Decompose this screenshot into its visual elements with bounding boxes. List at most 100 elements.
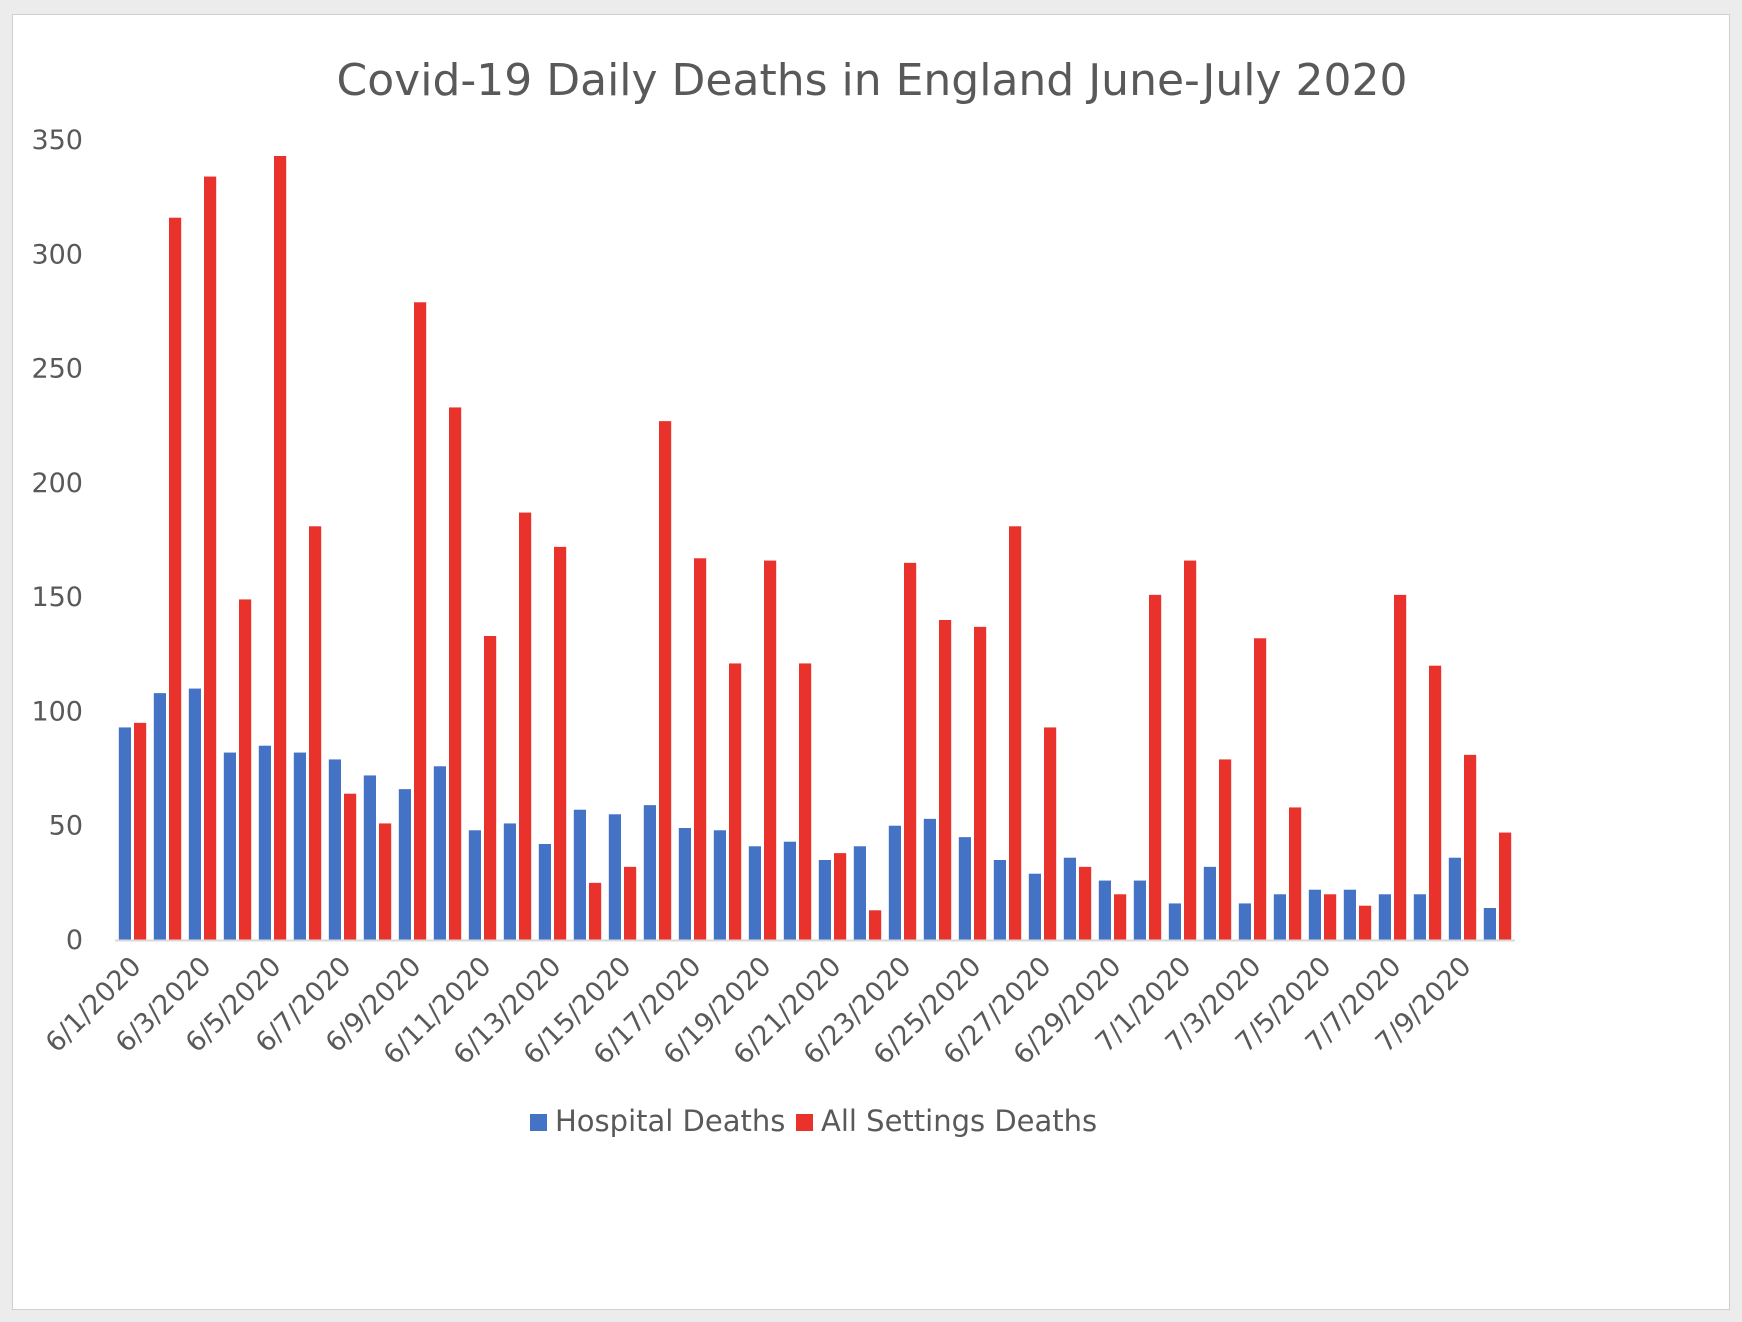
- hospital-deaths-bar: [748, 846, 761, 940]
- y-tick-label: 300: [31, 239, 83, 270]
- category-group: [433, 407, 462, 940]
- category-group: [118, 722, 147, 940]
- legend-label-hospital: Hospital Deaths: [555, 1104, 785, 1138]
- category-group: [678, 558, 707, 940]
- category-group: [1028, 727, 1057, 940]
- x-axis-ticks: 6/1/20206/3/20206/5/20206/7/20206/9/2020…: [40, 951, 1478, 1071]
- all-settings-deaths-bar: [1114, 894, 1127, 940]
- category-group: [293, 526, 322, 940]
- all-settings-deaths-bar: [1394, 594, 1407, 940]
- hospital-deaths-bar: [678, 828, 691, 940]
- category-group: [853, 846, 882, 940]
- hospital-deaths-bar: [993, 860, 1006, 940]
- hospital-deaths-bar: [363, 775, 376, 940]
- all-settings-deaths-bar: [834, 853, 847, 940]
- hospital-deaths-bar: [1413, 894, 1426, 940]
- category-group: [223, 599, 252, 940]
- category-group: [888, 562, 917, 940]
- all-settings-deaths-bar: [1324, 894, 1337, 940]
- y-tick-label: 200: [31, 468, 83, 499]
- hospital-deaths-bar: [538, 844, 551, 940]
- hospital-deaths-bar: [1168, 903, 1181, 940]
- category-group: [1343, 889, 1372, 940]
- legend: Hospital Deaths All Settings Deaths: [530, 1104, 1097, 1138]
- category-group: [713, 663, 742, 940]
- hospital-deaths-bar: [713, 830, 726, 940]
- category-group: [1308, 889, 1337, 940]
- category-group: [538, 546, 567, 940]
- hospital-deaths-bar: [1238, 903, 1251, 940]
- category-group: [1238, 638, 1267, 940]
- hospital-deaths-bar: [1308, 889, 1321, 940]
- all-settings-deaths-bar: [204, 176, 217, 940]
- category-group: [923, 620, 952, 940]
- category-group: [783, 663, 812, 940]
- hospital-deaths-bar: [223, 752, 236, 940]
- all-settings-deaths-bar: [554, 546, 567, 940]
- hospital-deaths-bar: [1273, 894, 1286, 940]
- all-settings-deaths-bar: [624, 866, 637, 940]
- hospital-deaths-bar: [1378, 894, 1391, 940]
- chart-title: Covid-19 Daily Deaths in England June-Ju…: [337, 55, 1408, 106]
- category-group: [328, 759, 357, 940]
- hospital-deaths-bar: [783, 841, 796, 940]
- hospital-deaths-bar: [468, 830, 481, 940]
- category-group: [643, 421, 672, 940]
- hospital-deaths-bar: [818, 860, 831, 940]
- hospital-deaths-bar: [1203, 866, 1216, 940]
- all-settings-deaths-bar: [1149, 594, 1162, 940]
- category-group: [1203, 759, 1232, 940]
- category-group: [1483, 832, 1512, 940]
- category-group: [1378, 594, 1407, 940]
- all-settings-deaths-bar: [519, 512, 532, 940]
- all-settings-deaths-bar: [134, 722, 147, 940]
- all-settings-deaths-bar: [1009, 526, 1022, 940]
- category-group: [363, 775, 392, 940]
- y-tick-label: 100: [31, 696, 83, 727]
- hospital-deaths-bar: [1028, 873, 1041, 940]
- category-group: [1413, 665, 1442, 940]
- hospital-deaths-bar: [923, 818, 936, 940]
- hospital-deaths-bar: [118, 727, 131, 940]
- all-settings-deaths-bar: [414, 302, 427, 940]
- hospital-deaths-bar: [503, 823, 516, 940]
- hospital-deaths-bar: [188, 688, 201, 940]
- y-tick-label: 50: [49, 811, 83, 842]
- all-settings-deaths-bar: [799, 663, 812, 940]
- category-group: [1133, 594, 1162, 940]
- all-settings-deaths-bar: [239, 599, 252, 940]
- all-settings-deaths-bar: [939, 620, 952, 940]
- all-settings-deaths-bar: [1254, 638, 1267, 940]
- hospital-deaths-bar: [1448, 857, 1461, 940]
- all-settings-deaths-bar: [1499, 832, 1512, 940]
- category-group: [188, 176, 217, 940]
- hospital-deaths-bar: [1483, 908, 1496, 940]
- category-group: [1098, 880, 1127, 940]
- category-group: [398, 302, 427, 940]
- hospital-deaths-bar: [888, 825, 901, 940]
- y-axis-ticks: 0 50 100 150 200 250 300 350: [31, 125, 83, 956]
- hospital-deaths-bar: [853, 846, 866, 940]
- category-group: [608, 814, 637, 940]
- legend-swatch-all-settings: [796, 1114, 813, 1131]
- hospital-deaths-bar: [958, 837, 971, 940]
- all-settings-deaths-bar: [1079, 866, 1092, 940]
- y-tick-label: 250: [31, 354, 83, 385]
- all-settings-deaths-bar: [659, 421, 672, 940]
- hospital-deaths-bar: [643, 805, 656, 940]
- category-group: [258, 156, 287, 940]
- y-tick-label: 0: [66, 925, 83, 956]
- hospital-deaths-bar: [1133, 880, 1146, 940]
- legend-label-all-settings: All Settings Deaths: [821, 1104, 1097, 1138]
- all-settings-deaths-bar: [764, 560, 777, 940]
- legend-swatch-hospital: [530, 1114, 547, 1131]
- category-group: [1448, 754, 1477, 940]
- hospital-deaths-bar: [608, 814, 621, 940]
- all-settings-deaths-bar: [974, 626, 987, 940]
- hospital-deaths-bar: [1098, 880, 1111, 940]
- all-settings-deaths-bar: [309, 526, 322, 940]
- hospital-deaths-bar: [293, 752, 306, 940]
- chart-frame: Covid-19 Daily Deaths in England June-Ju…: [12, 14, 1730, 1310]
- category-group: [503, 512, 532, 940]
- bar-groups: [118, 156, 1512, 940]
